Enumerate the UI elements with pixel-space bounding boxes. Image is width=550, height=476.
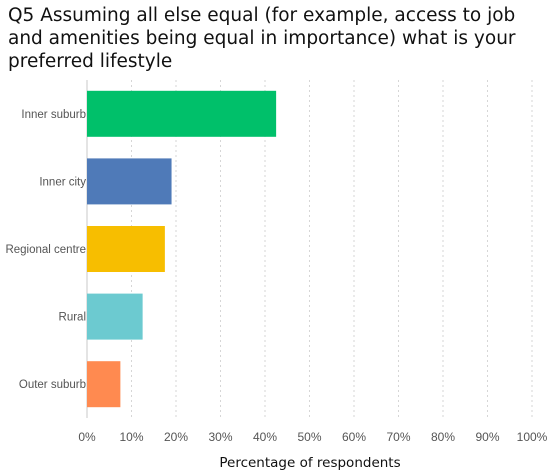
category-label: Regional centre	[5, 244, 86, 256]
category-label: Inner suburb	[21, 109, 86, 121]
category-label: Outer suburb	[19, 379, 86, 391]
bar[interactable]	[87, 90, 277, 137]
bar[interactable]	[87, 361, 121, 408]
chart-title: Q5 Assuming all else equal (for example,…	[8, 5, 516, 72]
x-tick-label: 80%	[431, 430, 455, 444]
x-tick-label: 20%	[164, 430, 188, 444]
x-tick-label: 30%	[208, 430, 232, 444]
bar[interactable]	[87, 293, 143, 340]
x-tick-labels: 0% 10% 20% 30% 40% 50% 60% 70% 80% 90% 100%	[78, 430, 547, 444]
category-label: Inner city	[39, 176, 86, 188]
x-tick-label: 60%	[342, 430, 366, 444]
x-tick-label: 40%	[253, 430, 277, 444]
category-label: Rural	[59, 312, 86, 324]
bars	[87, 90, 277, 408]
x-tick-label: 10%	[119, 430, 143, 444]
category-labels: Inner suburb Inner city Regional centre Rur…	[5, 109, 86, 391]
x-tick-label: 70%	[386, 430, 410, 444]
bar[interactable]	[87, 158, 172, 205]
bar[interactable]	[87, 226, 165, 272]
x-tick-label: 90%	[475, 430, 499, 444]
x-tick-label: 0%	[78, 430, 96, 444]
x-tick-label: 100%	[517, 430, 548, 444]
x-tick-label: 50%	[297, 430, 321, 444]
x-axis-label: Percentage of respondents	[219, 455, 400, 471]
